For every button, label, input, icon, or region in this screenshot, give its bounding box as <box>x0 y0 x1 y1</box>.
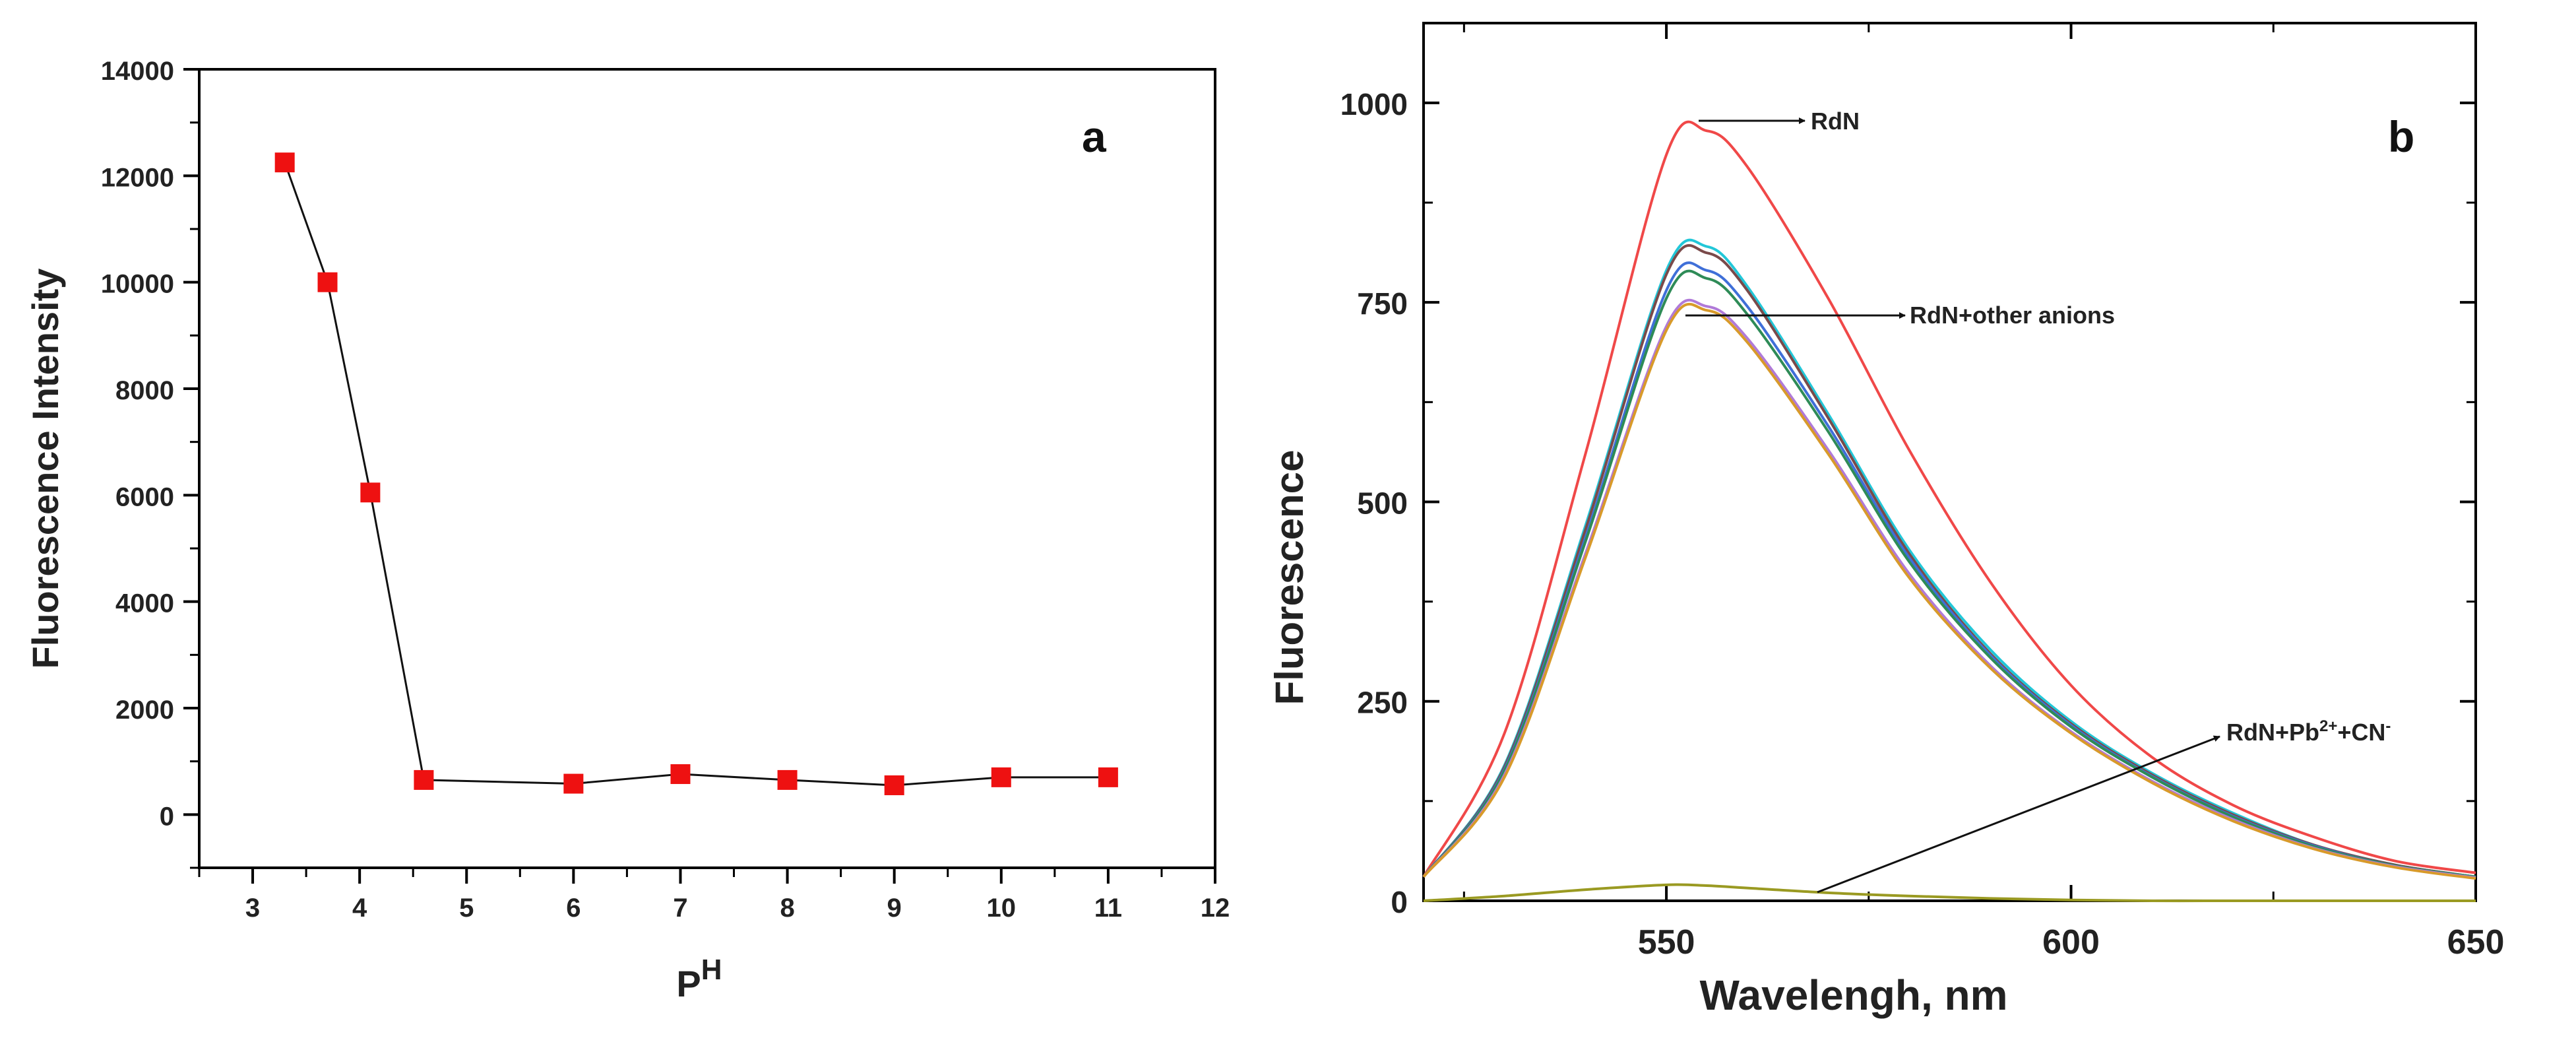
panel-a-y-tick-label: 12000 <box>101 163 174 192</box>
panel-a-data-point <box>777 769 798 790</box>
panel-b-y-tick-label: 1000 <box>1340 87 1408 121</box>
panel-a-data-point <box>884 775 904 795</box>
panel-a-letter: a <box>1082 112 1107 161</box>
panel-a-x-axis-title-superscript: H <box>701 954 722 986</box>
panel-a-x-tick-labels: 3 4 5 6 7 8 9 10 11 12 <box>245 894 1230 923</box>
panel-b-letter: b <box>2388 112 2414 161</box>
panel-a-y-tick-label: 14000 <box>101 57 174 86</box>
panel-a-x-tick-label: 12 <box>1201 894 1230 923</box>
panel-a-y-axis-title: Fluorescence Intensity <box>24 269 66 669</box>
panel-b-series-line-6 <box>1422 298 2476 879</box>
annotation-pb-cn: RdN+Pb2++CN- <box>1817 717 2391 894</box>
panel-b-x-tick-label: 550 <box>1638 923 1695 962</box>
annotation-rdn-label: RdN <box>1811 108 1860 135</box>
panel-a-data-points <box>274 152 1118 795</box>
panel-a-y-tick-label: 0 <box>160 802 174 831</box>
panel-a-x-tick-label: 6 <box>566 894 581 923</box>
panel-b-series-line-5 <box>1422 269 2476 878</box>
panel-b-chart: 0 250 500 750 1000 550 600 650 Fluorescence Wa… <box>1267 22 2505 1019</box>
panel-b-y-tick-label: 750 <box>1357 286 1408 321</box>
panel-b-y-tick-labels: 0 250 500 750 1000 <box>1340 87 1408 919</box>
panel-a-data-point <box>670 764 691 785</box>
panel-b-series-line-1 <box>1422 120 2476 878</box>
panel-b-plot-frame <box>1422 22 2477 902</box>
panel-b-x-tick-labels: 550 600 650 <box>1638 923 2505 962</box>
panel-a-y-tick-label: 4000 <box>115 589 174 618</box>
annotation-rdn: RdN <box>1699 108 1860 135</box>
panel-a-chart: 0 2000 4000 6000 8000 10000 12000 14000 3 4 5 6 7 8 9… <box>24 57 1230 1004</box>
panel-b-ticks <box>1424 23 2477 902</box>
panel-a-x-tick-label: 10 <box>987 894 1017 923</box>
panel-a-x-tick-label: 7 <box>673 894 687 923</box>
panel-a-data-point <box>414 769 434 790</box>
panel-a-x-tick-label: 9 <box>887 894 902 923</box>
annotation-other-anions: RdN+other anions <box>1685 302 2115 329</box>
panel-a-x-axis-title: PH <box>676 954 722 1004</box>
panel-a-ticks <box>183 68 1216 884</box>
panel-a-plot-frame <box>198 68 1216 869</box>
panel-a-y-tick-labels: 0 2000 4000 6000 8000 10000 12000 14000 <box>101 57 174 831</box>
panel-a-data-point <box>1098 767 1118 787</box>
panel-a-y-tick-label: 2000 <box>115 696 174 725</box>
panel-a-data-point <box>317 272 338 292</box>
annotation-other-anions-label: RdN+other anions <box>1910 302 2115 329</box>
panel-b-series-group <box>1422 120 2476 903</box>
panel-b-x-tick-label: 600 <box>2042 923 2100 962</box>
panel-b-series-line-8 <box>1423 883 2476 903</box>
panel-a-data-point <box>274 152 295 173</box>
panel-a-data-point <box>991 767 1011 787</box>
panel-a-x-axis-title-base: P <box>676 963 701 1004</box>
panel-a-y-tick-label: 10000 <box>101 270 174 299</box>
panel-b-series-line-2 <box>1422 238 2476 878</box>
panel-a-x-tick-label: 8 <box>780 894 794 923</box>
panel-b-series-line-7 <box>1422 302 2476 880</box>
panel-b-y-tick-label: 250 <box>1357 686 1408 720</box>
panel-a-data-point <box>360 482 381 503</box>
annotation-pb-cn-arrow <box>1817 735 2220 894</box>
panel-a-data-point <box>563 773 584 794</box>
panel-a-x-tick-label: 11 <box>1094 894 1122 923</box>
panel-b-y-tick-label: 500 <box>1357 486 1408 520</box>
panel-a-y-tick-label: 8000 <box>115 376 174 405</box>
annotation-pb-cn-label: RdN+Pb2++CN- <box>2226 717 2391 746</box>
panel-a-y-tick-label: 6000 <box>115 482 174 511</box>
panel-a-x-tick-label: 3 <box>245 894 260 923</box>
panel-a-x-tick-label: 4 <box>352 894 367 923</box>
panel-b-y-tick-label: 0 <box>1391 885 1408 919</box>
panel-a-x-tick-label: 5 <box>459 894 474 923</box>
panel-a-data-line <box>284 162 1108 787</box>
panel-b-x-axis-title: Wavelengh, nm <box>1699 971 2007 1019</box>
panel-b-x-tick-label: 650 <box>2447 923 2505 962</box>
panel-b-series-line-3 <box>1422 244 2476 878</box>
panel-b-y-axis-title: Fluorescence <box>1267 450 1311 705</box>
